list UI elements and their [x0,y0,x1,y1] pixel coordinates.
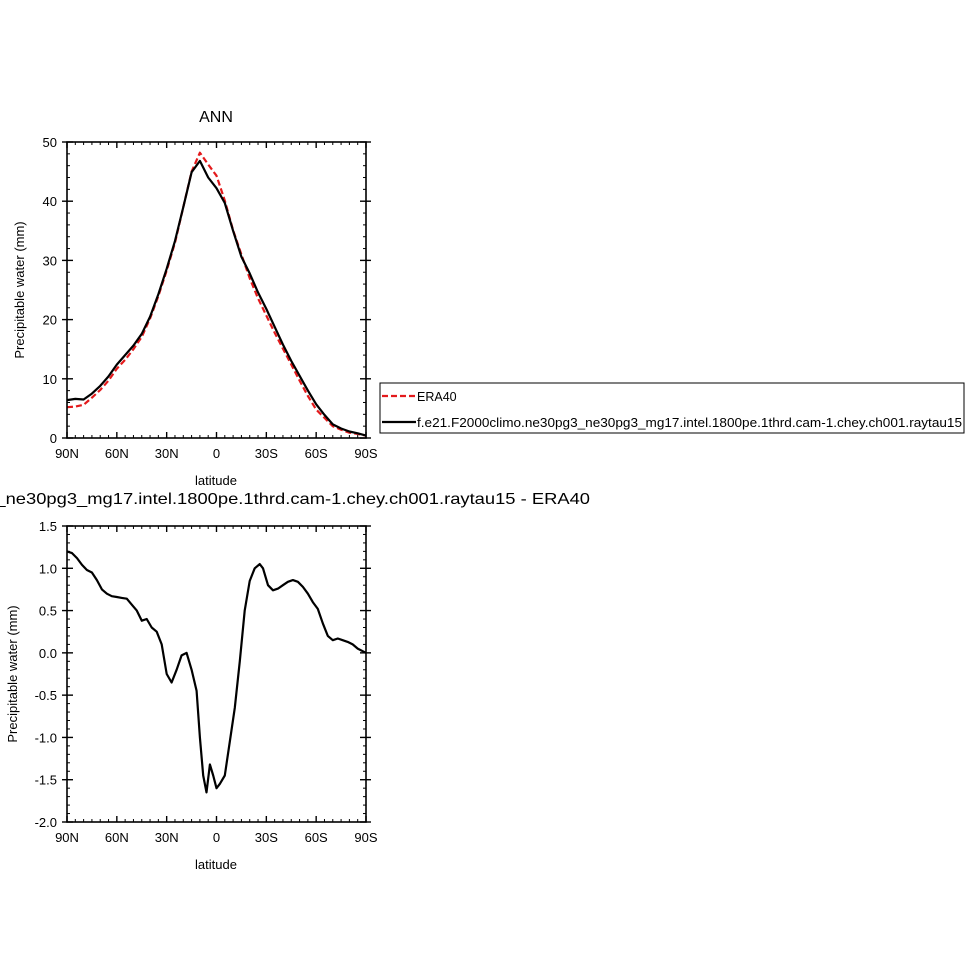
y-tick-label: -1.5 [35,773,57,788]
x-tick-label: 90N [55,446,79,461]
legend-frame [379,382,965,434]
x-tick-label: 30S [255,446,278,461]
y-tick-label: -2.0 [35,815,57,830]
legend-label-model: f.e21.F2000climo.ne30pg3_ne30pg3_mg17.in… [417,416,962,430]
panel2-series [66,550,367,794]
panel1-ticks [62,141,371,439]
x-tick-label: 90N [55,830,79,845]
series-line-f [66,159,367,437]
y-tick-label: 0 [50,431,57,446]
panel2-x-tick-labels: 90N 60N 30N 0 30S 60S 90S [55,830,378,845]
panel1-x-tick-labels: 90N 60N 30N 0 30S 60S 90S [55,446,378,461]
y-tick-label: 50 [43,135,57,150]
y-tick-label: -0.5 [35,688,57,703]
series-line-era40 [66,151,367,437]
panel1-series [66,151,367,437]
panel1-y-tick-labels: 0 10 20 30 40 50 [43,135,57,446]
x-tick-label: 60N [105,830,129,845]
y-tick-label: 10 [43,372,57,387]
x-tick-label: 0 [213,830,220,845]
series-line-difference [66,550,367,794]
legend: ERA40 f.e21.F2000climo.ne30pg3_ne30pg3_m… [379,382,965,434]
panel2-y-tick-labels: -2.0 -1.5 -1.0 -0.5 0.0 0.5 1.0 1.5 [35,519,57,830]
y-tick-label: 1.5 [39,519,57,534]
panel1-frame [66,141,367,439]
panel2-ticks [62,525,371,823]
x-tick-label: 90S [354,830,377,845]
panel2-y-axis-label: Precipitable water (mm) [5,605,20,742]
y-tick-label: 0.5 [39,604,57,619]
y-tick-label: 30 [43,253,57,268]
x-tick-label: 30N [155,446,179,461]
panel2-frame [66,525,367,823]
panel2-title: f.e21.F2000climo.ne30pg3_ne30pg3_mg17.in… [0,491,590,508]
x-tick-label: 0 [213,446,220,461]
x-tick-label: 60S [305,830,328,845]
legend-label-era40: ERA40 [417,390,457,404]
y-tick-label: 1.0 [39,561,57,576]
panel1-y-axis-label: Precipitable water (mm) [12,221,27,358]
panel1-x-axis-label: latitude [195,473,237,488]
x-tick-label: 90S [354,446,377,461]
x-tick-label: 60N [105,446,129,461]
y-tick-label: -1.0 [35,730,57,745]
x-tick-label: 30N [155,830,179,845]
panel2-x-axis-label: latitude [195,857,237,872]
y-tick-label: 40 [43,194,57,209]
panel-difference: f.e21.F2000climo.ne30pg3_ne30pg3_mg17.in… [0,491,590,872]
y-tick-label: 20 [43,313,57,328]
x-tick-label: 60S [305,446,328,461]
x-tick-label: 30S [255,830,278,845]
y-tick-label: 0.0 [39,646,57,661]
panel1-title: ANN [199,109,233,126]
panel-annual-mean: ANN 0 10 20 30 40 50 90N 60N 30N 0 30S 60S 90S lati… [12,109,378,488]
